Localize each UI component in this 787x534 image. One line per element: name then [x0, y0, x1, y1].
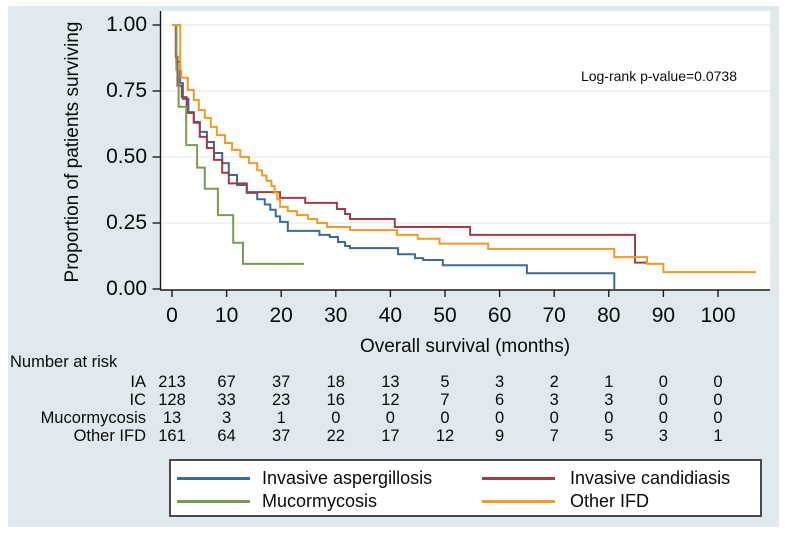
risk-row-label: IC [129, 391, 147, 409]
risk-row-value: 0 [495, 409, 505, 427]
risk-row-value: 17 [381, 427, 400, 445]
risk-row-value: 3 [222, 409, 232, 427]
y-tick-label: 1.00 [106, 13, 147, 36]
risk-row-value: 1 [604, 373, 614, 391]
legend-box [169, 459, 762, 517]
risk-row-value: 37 [272, 373, 291, 391]
risk-row-value: 6 [495, 391, 505, 409]
risk-row-value: 1 [713, 427, 723, 445]
risk-row-value: 3 [658, 427, 668, 445]
risk-row-value: 22 [326, 427, 345, 445]
x-tick-label: 30 [324, 304, 348, 327]
x-tick-label: 80 [597, 304, 621, 327]
risk-row-label: Other IFD [73, 427, 146, 445]
legend-swatch-invasive-candidiasis [482, 477, 555, 480]
risk-row-label: IA [130, 373, 146, 391]
risk-row-value: 0 [713, 373, 723, 391]
x-tick-label: 50 [433, 304, 457, 327]
risk-row-value: 0 [549, 409, 559, 427]
x-axis-title: Overall survival (months) [359, 336, 571, 357]
risk-row-value: 0 [604, 409, 614, 427]
risk-row-value: 64 [217, 427, 236, 445]
risk-row-value: 0 [658, 409, 668, 427]
y-tick-label: 0.50 [106, 145, 147, 168]
risk-row-value: 18 [326, 373, 345, 391]
risk-row-value: 0 [385, 409, 395, 427]
risk-row-value: 9 [495, 427, 505, 445]
risk-row-value: 1 [276, 409, 286, 427]
risk-row-value: 37 [272, 427, 291, 445]
x-tick-label: 40 [378, 304, 403, 327]
risk-row-value: 213 [158, 373, 186, 391]
x-tick-label: 10 [214, 304, 239, 327]
risk-table-header: Number at risk [10, 353, 118, 371]
legend-label-other-ifd: Other IFD [570, 491, 650, 511]
risk-row-value: 128 [158, 391, 186, 409]
survival-curve-invasive-candidiasis [172, 24, 649, 264]
risk-row-value: 0 [713, 409, 723, 427]
plot-area [160, 11, 770, 290]
x-tick-label: 20 [269, 304, 293, 327]
logrank-annotation: Log-rank p-value=0.0738 [580, 68, 737, 84]
risk-row-value: 3 [549, 391, 559, 409]
risk-row-value: 5 [604, 427, 614, 445]
risk-row-value: 12 [381, 391, 400, 409]
survival-curve-other-ifd [172, 24, 757, 274]
legend-label-invasive-candidiasis: Invasive candidiasis [570, 468, 731, 488]
y-tick-label: 0.25 [106, 211, 147, 234]
risk-row-value: 0 [440, 409, 450, 427]
risk-row-value: 0 [658, 391, 668, 409]
legend-swatch-mucormycosis [177, 500, 250, 503]
risk-row-value: 67 [217, 373, 236, 391]
risk-row-value: 7 [440, 391, 450, 409]
x-tick-label: 0 [166, 304, 178, 327]
risk-row-value: 0 [713, 391, 723, 409]
y-axis-title: Proportion of patients surviving [62, 21, 83, 283]
risk-row-label: Mucormycosis [40, 409, 146, 427]
y-tick-label: 0.75 [106, 79, 147, 102]
risk-row-value: 5 [440, 373, 450, 391]
risk-row-value: 0 [658, 373, 668, 391]
survival-curve-mucormycosis [172, 24, 305, 265]
legend-swatch-invasive-aspergillosis [177, 477, 250, 480]
risk-row-value: 7 [549, 427, 559, 445]
risk-row-value: 0 [331, 409, 341, 427]
risk-row-value: 16 [326, 391, 345, 409]
y-tick-label: 0.00 [106, 277, 147, 300]
x-tick-label: 60 [487, 304, 512, 327]
risk-row-value: 161 [158, 427, 186, 445]
risk-row-value: 3 [495, 373, 505, 391]
x-tick-label: 70 [542, 304, 566, 327]
risk-row-value: 33 [217, 391, 236, 409]
risk-row-value: 13 [381, 373, 400, 391]
legend-label-invasive-aspergillosis: Invasive aspergillosis [262, 468, 433, 488]
risk-row-value: 2 [549, 373, 559, 391]
risk-row-value: 12 [435, 427, 455, 445]
legend-swatch-other-ifd [482, 500, 555, 503]
legend-label-mucormycosis: Mucormycosis [262, 491, 378, 511]
risk-row-value: 3 [604, 391, 614, 409]
x-tick-label: 90 [651, 304, 676, 327]
x-tick-label: 100 [700, 304, 736, 327]
risk-row-value: 23 [272, 391, 291, 409]
risk-row-value: 13 [162, 409, 182, 427]
